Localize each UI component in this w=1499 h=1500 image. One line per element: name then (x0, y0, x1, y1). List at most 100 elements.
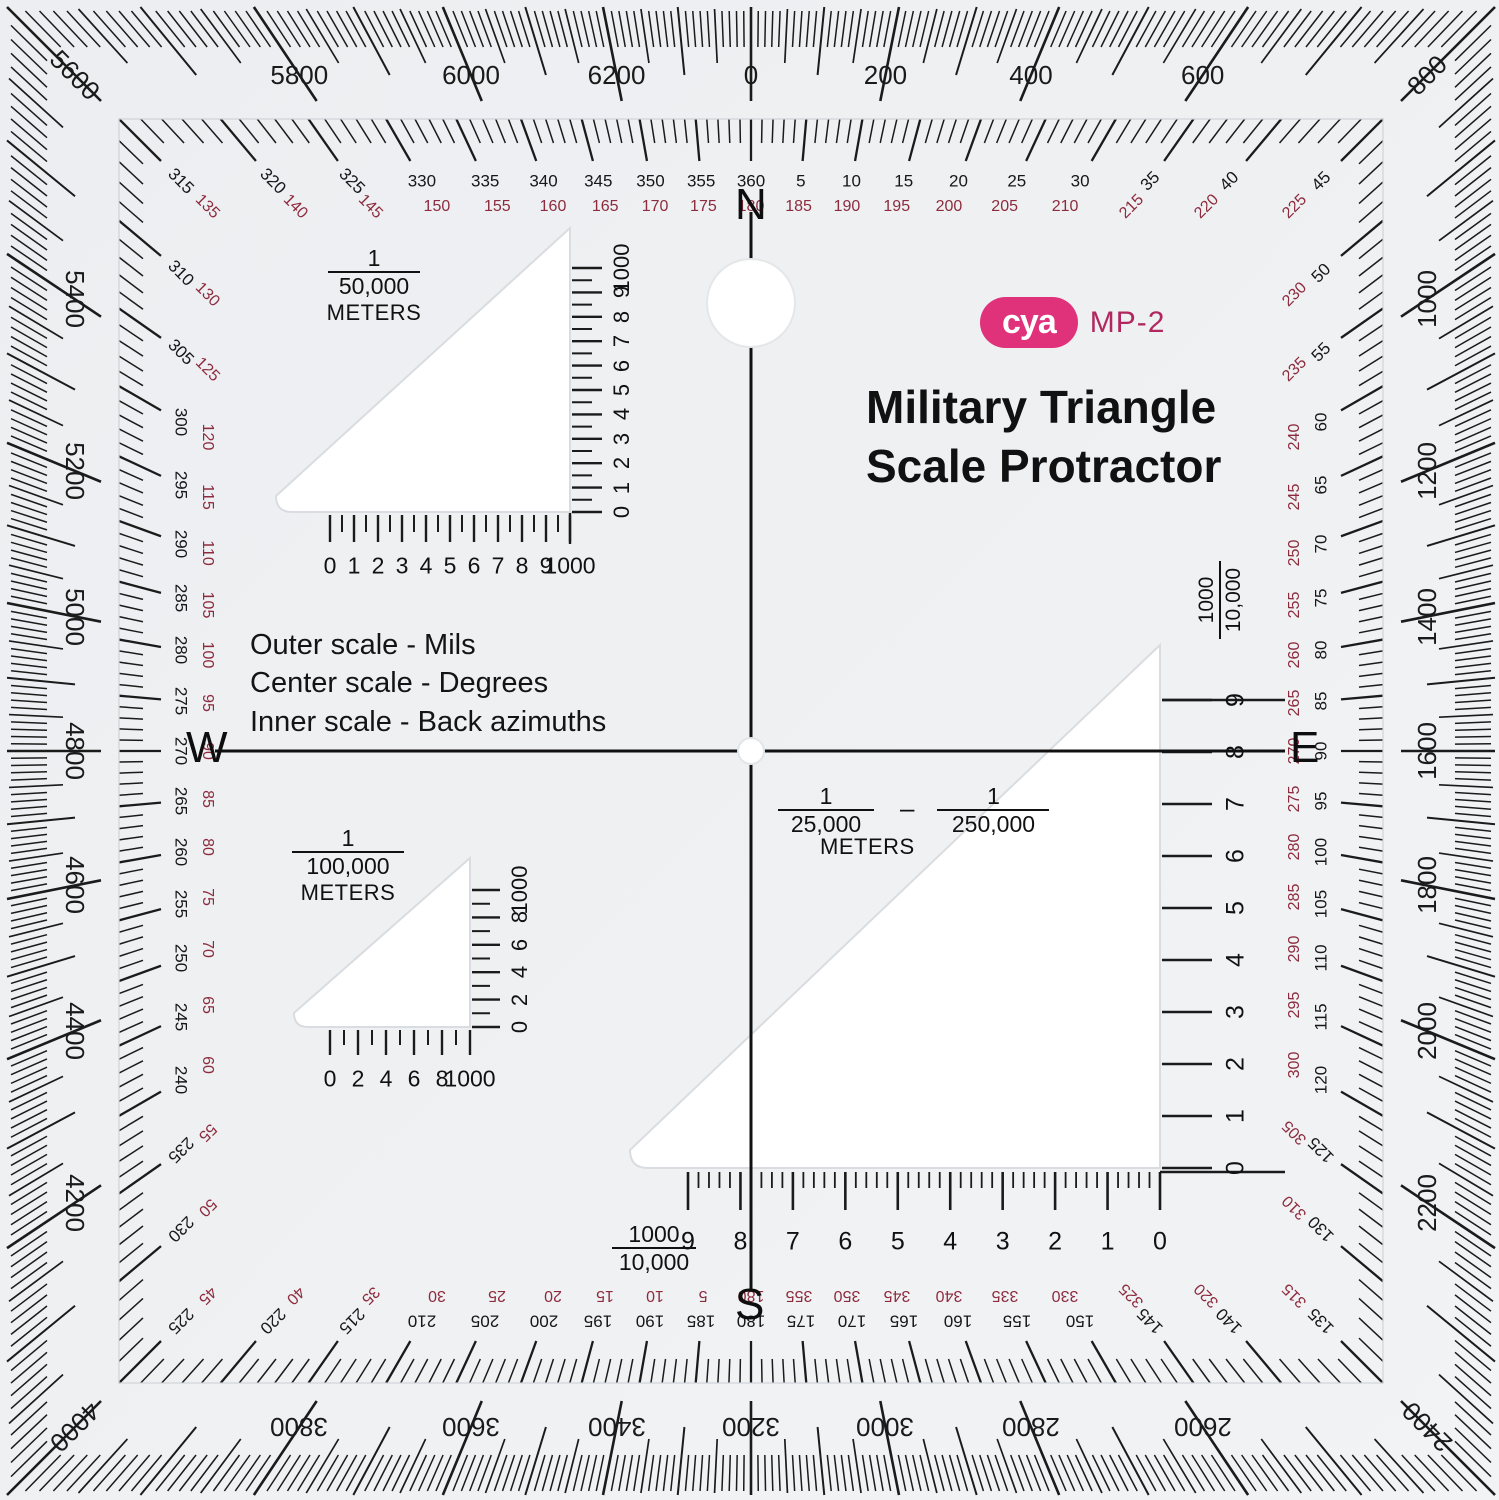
mils-label-4200: 4200 (60, 1173, 90, 1232)
fraction-bar (328, 271, 420, 274)
degree-label-30: 30 (1070, 171, 1090, 191)
fraction-numerator: 1 (819, 783, 833, 809)
back-azimuth-label-210: 210 (1051, 198, 1079, 215)
ruler-25k-v-7: 7 (1221, 797, 1250, 811)
triangle-cutout-25k-250k (628, 642, 1161, 1169)
back-azimuth-label-340: 340 (935, 1287, 963, 1304)
fraction-denominator: 10,000 (618, 1249, 690, 1276)
title-line-2: Scale Protractor (866, 439, 1222, 492)
back-azimuth-label-285: 285 (1286, 883, 1303, 911)
ruler-25k-v-1: 1 (1221, 1109, 1250, 1123)
ruler-25k-h-0: 0 (1153, 1227, 1167, 1256)
back-azimuth-label-100: 100 (199, 641, 216, 669)
fraction-25k: 1 25,000 (766, 784, 886, 837)
degree-label-115: 115 (1311, 1003, 1331, 1031)
ruler-25k-h-8: 8 (733, 1227, 748, 1256)
ruler-25k-v-0: 0 (1221, 1161, 1250, 1175)
ruler-25k-h-5: 5 (890, 1227, 905, 1256)
degree-label-65: 65 (1311, 475, 1331, 495)
ruler-50k-v-4: 4 (609, 408, 634, 421)
ruler-25k-h-7: 7 (785, 1227, 800, 1256)
back-azimuth-label-65: 65 (199, 995, 216, 1014)
cardinal-west: W (186, 723, 228, 772)
back-azimuth-label-30: 30 (428, 1287, 446, 1304)
fraction-bar (778, 809, 874, 812)
ruler-25k-v-8: 8 (1221, 745, 1250, 759)
degree-label-340: 340 (529, 171, 558, 191)
back-azimuth-label-200: 200 (935, 198, 963, 215)
degree-label-250: 250 (171, 944, 191, 973)
mils-label-5200: 5200 (60, 442, 90, 500)
fraction-bar (612, 1247, 696, 1250)
ruler-100k-h-4: 4 (379, 1065, 393, 1092)
back-azimuth-label-260: 260 (1286, 641, 1303, 669)
ruler-50k-h-1000: 1000 (544, 552, 596, 579)
degree-label-285: 285 (171, 584, 191, 613)
degree-label-120: 120 (1311, 1065, 1331, 1095)
degree-label-190: 190 (636, 1311, 665, 1331)
degree-label-300: 300 (171, 407, 191, 437)
ruler-100k-h-2: 2 (351, 1065, 365, 1092)
back-azimuth-label-180: 180 (737, 198, 765, 215)
back-azimuth-label-250: 250 (1286, 539, 1303, 567)
fraction-bar (937, 809, 1050, 812)
back-azimuth-label-80: 80 (199, 838, 216, 856)
ruler-100k-h-8: 8 (435, 1065, 449, 1092)
back-azimuth-label-85: 85 (199, 789, 216, 808)
back-azimuth-label-205: 205 (991, 198, 1019, 215)
center-pivot-hole (737, 737, 765, 765)
degree-label-290: 290 (171, 529, 191, 558)
ruler-50k-v-2: 2 (609, 457, 634, 470)
ruler-50k-h-5: 5 (443, 552, 457, 579)
ruler-50k-v-0: 0 (609, 505, 634, 519)
back-azimuth-label-120: 120 (199, 423, 216, 451)
mils-label-2200: 2200 (1412, 1173, 1442, 1232)
fraction-numerator: 1000 (628, 1221, 680, 1247)
back-azimuth-label-265: 265 (1286, 690, 1303, 717)
back-azimuth-label-10: 10 (646, 1287, 664, 1304)
degree-label-110: 110 (1311, 944, 1331, 973)
back-azimuth-label-240: 240 (1286, 423, 1303, 451)
degree-label-200: 200 (529, 1311, 558, 1331)
ruler-50k-v-6: 6 (609, 359, 634, 372)
back-azimuth-label-20: 20 (544, 1287, 562, 1304)
mils-label-0: 0 (743, 60, 759, 90)
degree-label-85: 85 (1311, 691, 1331, 711)
fraction-numerator: 1 (341, 825, 355, 851)
legend-line-inner: Inner scale - Back azimuths (250, 705, 607, 738)
degree-label-360: 360 (736, 171, 766, 191)
ruler-50k-h-9: 9 (539, 552, 553, 579)
ruler-100k-h-6: 6 (407, 1065, 421, 1092)
degree-label-255: 255 (171, 889, 191, 918)
back-azimuth-label-195: 195 (883, 198, 911, 215)
degree-label-210: 210 (407, 1311, 437, 1331)
mils-label-600: 600 (1180, 60, 1225, 90)
back-azimuth-label-330: 330 (1051, 1287, 1079, 1304)
mils-label-3000: 3000 (856, 1412, 915, 1442)
mils-label-6200: 6200 (587, 60, 646, 90)
back-azimuth-label-5: 5 (698, 1287, 708, 1304)
ruler-25k-v-4: 4 (1221, 953, 1250, 967)
fraction-denominator: 50,000 (338, 273, 410, 300)
degree-label-25: 25 (1007, 171, 1027, 191)
fraction-denominator: 10,000 (1222, 567, 1246, 633)
mils-label-1200: 1200 (1412, 442, 1442, 500)
mils-label-5400: 5400 (60, 270, 90, 329)
back-azimuth-label-25: 25 (488, 1287, 507, 1304)
degree-label-175: 175 (786, 1311, 816, 1331)
ruler-100k-h-0: 0 (323, 1065, 337, 1092)
fraction-unit: METERS (300, 880, 396, 906)
mils-label-3400: 3400 (587, 1412, 646, 1442)
degree-label-350: 350 (636, 171, 665, 191)
fraction-bar (292, 851, 404, 854)
ruler-50k-h-6: 6 (467, 552, 481, 579)
mils-label-400: 400 (1009, 60, 1053, 90)
mils-label-1400: 1400 (1412, 587, 1442, 646)
degree-label-95: 95 (1311, 791, 1331, 811)
degree-label-280: 280 (171, 636, 191, 665)
mils-label-1600: 1600 (1412, 722, 1442, 780)
back-azimuth-label-345: 345 (883, 1287, 911, 1304)
